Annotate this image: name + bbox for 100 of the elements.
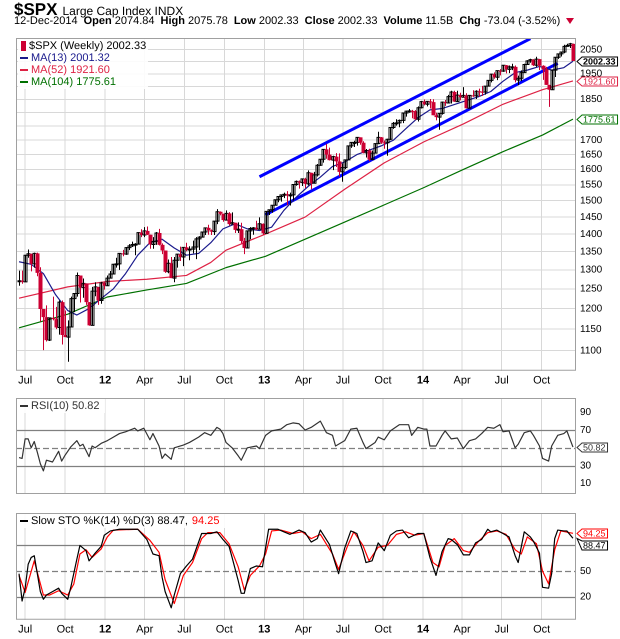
text: 1775.61 — [583, 114, 616, 124]
y-tick-label: 1100 — [580, 345, 602, 356]
text: 12-Dec-2014 — [14, 15, 78, 27]
candlestick — [340, 162, 344, 182]
candlestick — [142, 226, 146, 238]
y-tick-label: 1700 — [580, 134, 603, 146]
x-tick-label: Oct — [533, 623, 550, 636]
candlestick — [514, 64, 518, 83]
x-tick-label: 13 — [258, 374, 270, 386]
x-tick-label: Apr — [294, 623, 312, 636]
y-tick-label: 20 — [580, 591, 592, 602]
y-tick-label: 90 — [580, 406, 592, 418]
candlestick — [328, 147, 332, 161]
legend-label: RSI(10) 50.82 — [31, 400, 100, 412]
x-tick-label: Jul — [494, 374, 509, 386]
text: Volume 11.5B — [383, 15, 454, 27]
x-tick-label: Oct — [533, 374, 550, 386]
y-tick-label: 1400 — [580, 228, 603, 240]
x-tick-label: Jul — [18, 374, 32, 386]
candlestick — [264, 210, 268, 234]
candlestick — [462, 86, 466, 98]
x-tick-label: 13 — [258, 623, 270, 636]
x-tick-label: Jul — [177, 623, 192, 636]
candlestick — [362, 140, 366, 154]
candlestick — [90, 286, 94, 326]
candlestick — [48, 316, 52, 342]
candlestick — [306, 170, 310, 186]
y-tick-label: 1650 — [580, 149, 603, 160]
text: 94.25 — [583, 528, 606, 538]
text: Close 2002.33 — [304, 15, 378, 27]
candlestick — [496, 70, 500, 81]
candlestick — [228, 212, 232, 226]
y-tick-label: 50 — [580, 566, 592, 577]
series-label: 94.25 — [192, 515, 220, 527]
x-tick-label: 14 — [416, 623, 430, 636]
text: 50.82 — [583, 442, 606, 452]
candlestick — [322, 148, 326, 164]
candlestick — [450, 90, 454, 104]
legend-label: Slow STO %K(14) %D(3) 88.47, — [31, 515, 188, 527]
x-tick-label: Oct — [216, 623, 233, 636]
y-tick-label: 30 — [580, 460, 592, 472]
y-tick-label: 1600 — [580, 164, 603, 176]
candlestick — [100, 281, 104, 304]
candlestick — [32, 252, 36, 268]
y-tick-label: 10 — [580, 478, 592, 490]
candlestick — [82, 278, 86, 298]
text: Low 2002.33 — [234, 15, 299, 27]
x-tick-label: Apr — [294, 374, 312, 386]
x-tick-label: Apr — [136, 623, 154, 636]
x-tick-label: 14 — [416, 374, 430, 386]
x-tick-label: Jul — [18, 623, 32, 636]
legend-label: MA(52) 1921.60 — [31, 64, 110, 76]
candlestick — [58, 300, 62, 336]
x-tick-label: Oct — [56, 623, 74, 636]
y-tick-label: 2050 — [580, 44, 603, 56]
candlestick — [106, 274, 110, 286]
text: 1921.60 — [583, 76, 616, 86]
x-tick-label: 12 — [99, 374, 112, 386]
x-tick-label: Oct — [56, 374, 74, 386]
x-tick-label: Jul — [336, 623, 350, 636]
candlestick — [534, 56, 538, 68]
x-tick-label: Jul — [177, 374, 192, 386]
candlestick — [246, 230, 250, 249]
candlestick — [182, 246, 186, 267]
x-tick-label: Oct — [216, 374, 233, 386]
y-tick-label: 1550 — [580, 180, 603, 191]
candlestick — [172, 256, 176, 283]
legend-label: MA(104) 1775.61 — [31, 76, 116, 88]
candlestick — [224, 210, 228, 221]
candlestick — [76, 272, 80, 298]
candlestick — [440, 101, 444, 116]
candlestick — [166, 259, 170, 274]
x-tick-label: Oct — [374, 374, 392, 386]
candlestick — [468, 94, 472, 109]
y-tick-label: 1850 — [580, 94, 603, 106]
x-tick-label: Jul — [336, 374, 350, 386]
y-tick-label: 1200 — [580, 303, 603, 314]
text: 2002.33 — [583, 56, 616, 66]
x-tick-label: Apr — [454, 374, 471, 386]
candlestick — [118, 252, 122, 270]
legend-label: $SPX (Weekly) 2002.33 — [29, 40, 146, 52]
y-tick-label: 1150 — [580, 324, 602, 335]
x-tick-label: Jul — [494, 623, 509, 636]
candlestick — [456, 90, 460, 102]
y-tick-label: 1350 — [580, 246, 603, 258]
text: Chg -73.04 (-3.52%) — [459, 15, 560, 27]
candlestick — [258, 216, 262, 230]
x-tick-label: 12 — [99, 623, 112, 636]
candlestick — [402, 112, 406, 124]
y-tick-label: 1250 — [580, 284, 603, 295]
text: High 2075.78 — [160, 15, 228, 27]
x-tick-label: Apr — [454, 623, 471, 636]
legend-label: MA(13) 2001.32 — [31, 52, 110, 64]
y-tick-label: 1500 — [580, 195, 603, 206]
x-tick-label: Apr — [136, 374, 154, 386]
y-tick-label: 1300 — [580, 264, 603, 276]
x-tick-label: Oct — [374, 623, 392, 636]
y-tick-label: 1450 — [580, 212, 603, 223]
candlestick — [324, 143, 328, 160]
candlestick — [194, 236, 198, 260]
